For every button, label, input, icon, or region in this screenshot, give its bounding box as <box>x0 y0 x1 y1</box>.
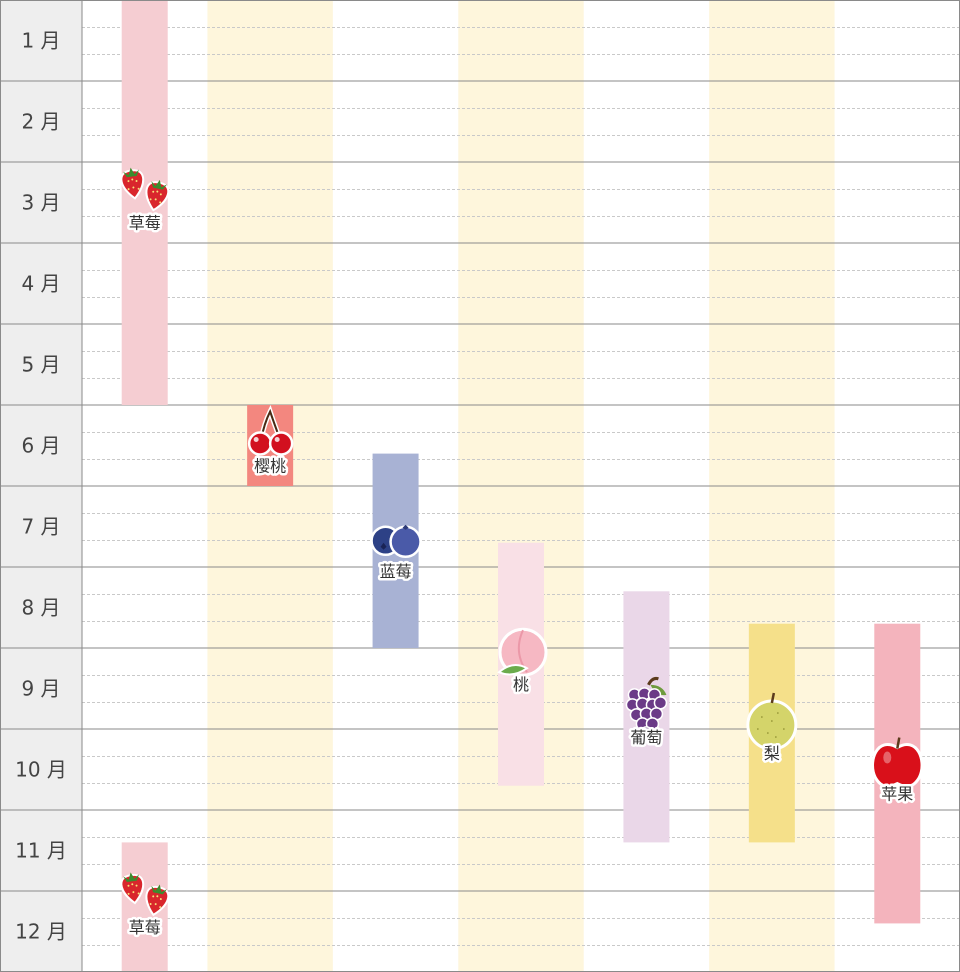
harvest-bar-group: 樱桃 <box>247 404 294 486</box>
month-label: 6 月 <box>21 434 60 458</box>
fruit-label: 葡萄 <box>630 728 662 747</box>
harvest-bar-group: 草莓 <box>120 842 170 972</box>
fruit-label: 苹果 <box>881 785 913 804</box>
month-label: 4 月 <box>21 272 60 296</box>
fruit-label: 蓝莓 <box>380 562 412 581</box>
strawberry-icon <box>120 167 170 212</box>
apple-icon <box>871 737 924 789</box>
peach-icon <box>497 627 548 677</box>
harvest-bar-group: 梨 <box>746 623 798 843</box>
cherry-icon <box>247 404 294 456</box>
month-label: 7 月 <box>21 515 60 539</box>
harvest-bar-group: 草莓 <box>120 0 170 405</box>
fruit-label: 梨 <box>764 744 780 763</box>
month-label: 9 月 <box>21 677 60 701</box>
month-label: 12 月 <box>15 920 67 944</box>
month-label: 8 月 <box>21 596 60 620</box>
harvest-bar-group: 苹果 <box>871 623 924 924</box>
blueberry-icon <box>370 524 422 559</box>
month-label: 5 月 <box>21 353 60 377</box>
fruit-label: 草莓 <box>129 918 161 937</box>
pear-icon <box>746 692 798 751</box>
strawberry-icon <box>120 872 170 917</box>
month-label: 11 月 <box>15 839 67 863</box>
harvest-bar-group: 蓝莓 <box>370 453 422 648</box>
fruit-label: 草莓 <box>129 214 161 233</box>
harvest-bar-group: 桃 <box>497 542 548 786</box>
harvest-bar-group: 葡萄 <box>623 591 670 843</box>
fruit-label: 樱桃 <box>254 457 286 476</box>
month-label: 2 月 <box>21 110 60 134</box>
fruit-label: 桃 <box>513 675 529 694</box>
month-label: 3 月 <box>21 191 60 215</box>
month-label: 10 月 <box>15 758 67 782</box>
grape-icon <box>625 676 668 740</box>
month-label: 1 月 <box>21 29 60 53</box>
